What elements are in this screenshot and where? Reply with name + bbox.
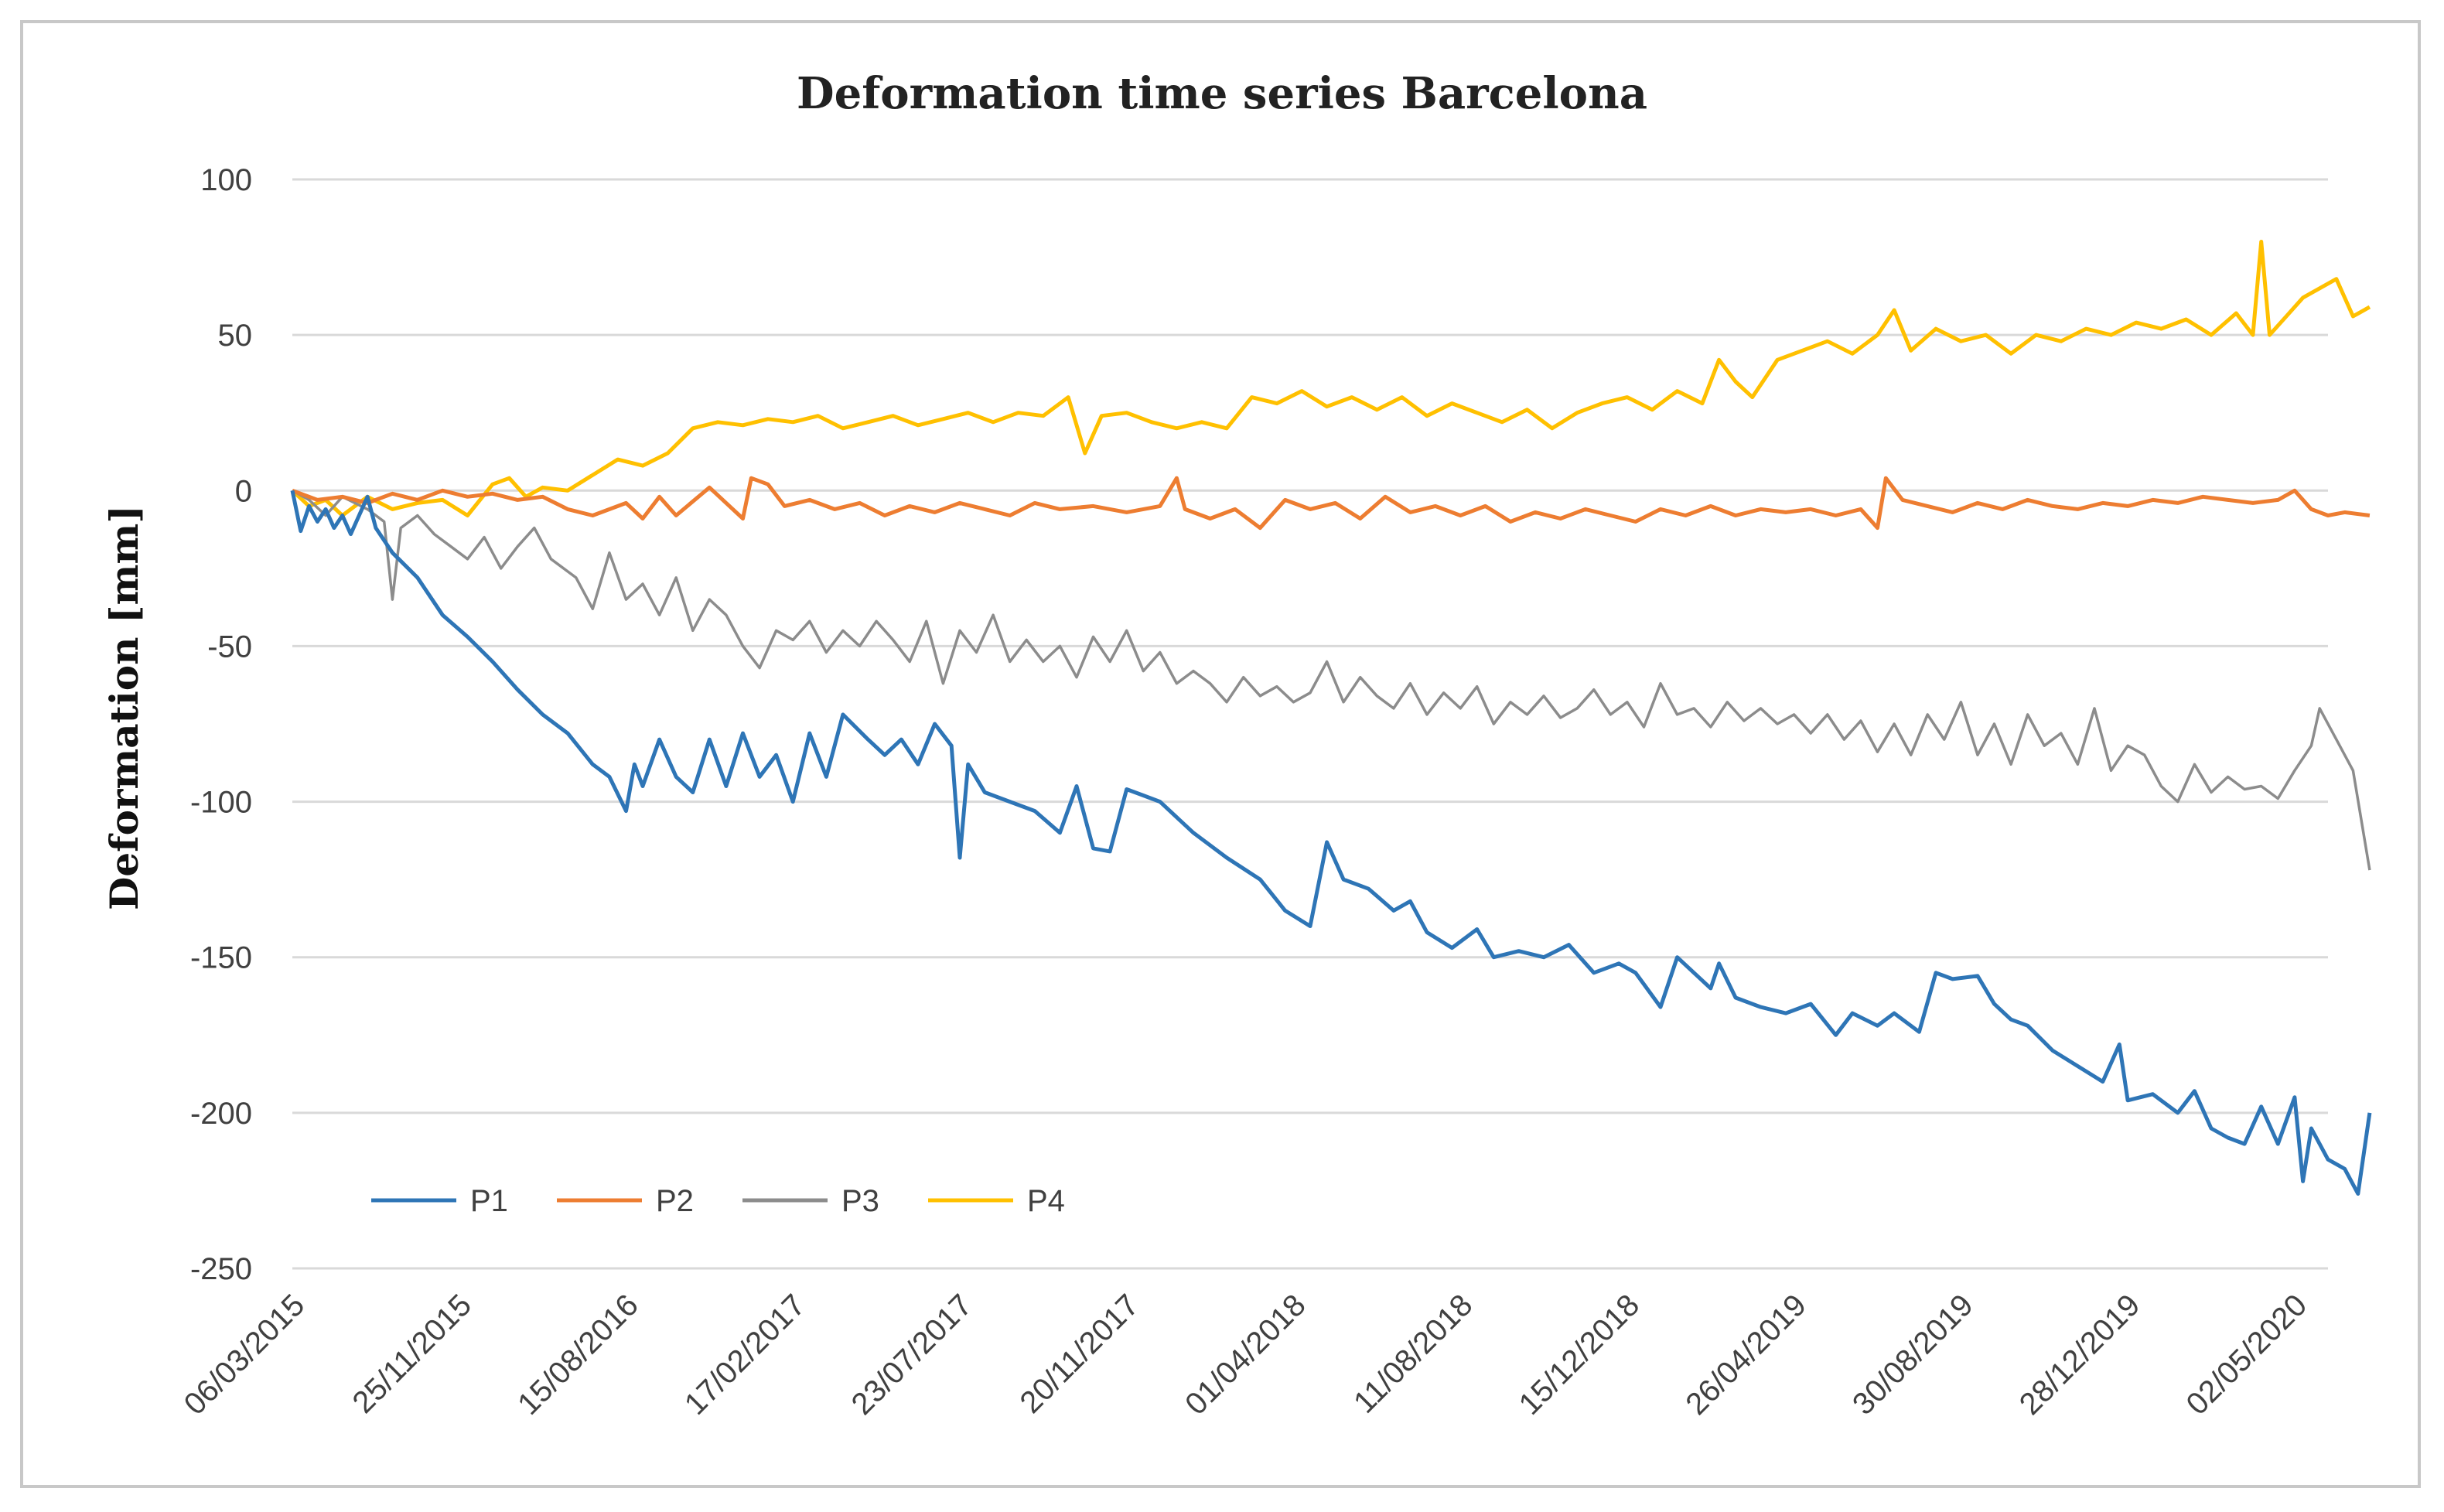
chart-title: Deformation time series Barcelona xyxy=(797,68,1647,119)
x-tick-label: 30/08/2019 xyxy=(1846,1288,1980,1422)
y-tick-label: 0 xyxy=(235,474,252,508)
legend-label-p1: P1 xyxy=(470,1184,508,1218)
x-tick-label: 15/08/2016 xyxy=(511,1288,645,1422)
x-tick-label: 01/04/2018 xyxy=(1179,1288,1312,1422)
y-tick-label: -150 xyxy=(190,941,252,975)
y-tick-label: -100 xyxy=(190,786,252,820)
y-tick-label: -50 xyxy=(207,630,252,664)
series-line-p1 xyxy=(290,490,2372,1196)
y-tick-label: -200 xyxy=(190,1097,252,1131)
x-tick-labels: 06/03/2015 25/11/2015 15/08/2016 17/02/2017… xyxy=(178,1288,2314,1422)
y-tick-labels: 100 50 0 -50 -100 -150 -200 -250 xyxy=(190,163,252,1286)
series-line-p2 xyxy=(292,476,2371,531)
chart-frame xyxy=(20,20,2421,1488)
x-tick-label: 20/11/2017 xyxy=(1013,1288,1145,1420)
x-tick-label: 06/03/2015 xyxy=(178,1288,312,1422)
legend-label-p3: P3 xyxy=(841,1184,879,1218)
y-tick-label: 50 xyxy=(218,319,253,353)
x-tick-label: 15/12/2018 xyxy=(1513,1288,1647,1422)
series-line-p3 xyxy=(292,489,2371,871)
series-line-p4 xyxy=(291,240,2371,517)
x-tick-label: 11/08/2018 xyxy=(1347,1288,1480,1420)
x-tick-label: 23/07/2017 xyxy=(845,1288,979,1422)
y-tick-label: 100 xyxy=(200,163,252,197)
y-tick-label: -250 xyxy=(190,1252,252,1286)
series-lines xyxy=(290,240,2372,1196)
x-tick-label: 17/02/2017 xyxy=(678,1288,812,1422)
y-axis-label: Deformation [mm] xyxy=(101,505,147,910)
x-tick-label: 26/04/2019 xyxy=(1679,1288,1813,1422)
legend: P1 P2 P3 P4 xyxy=(371,1184,1065,1218)
legend-label-p4: P4 xyxy=(1027,1184,1065,1218)
x-tick-label: 25/11/2015 xyxy=(346,1288,479,1420)
legend-label-p2: P2 xyxy=(656,1184,694,1218)
x-tick-label: 28/12/2019 xyxy=(2013,1288,2147,1422)
x-tick-label: 02/05/2020 xyxy=(2180,1288,2314,1422)
